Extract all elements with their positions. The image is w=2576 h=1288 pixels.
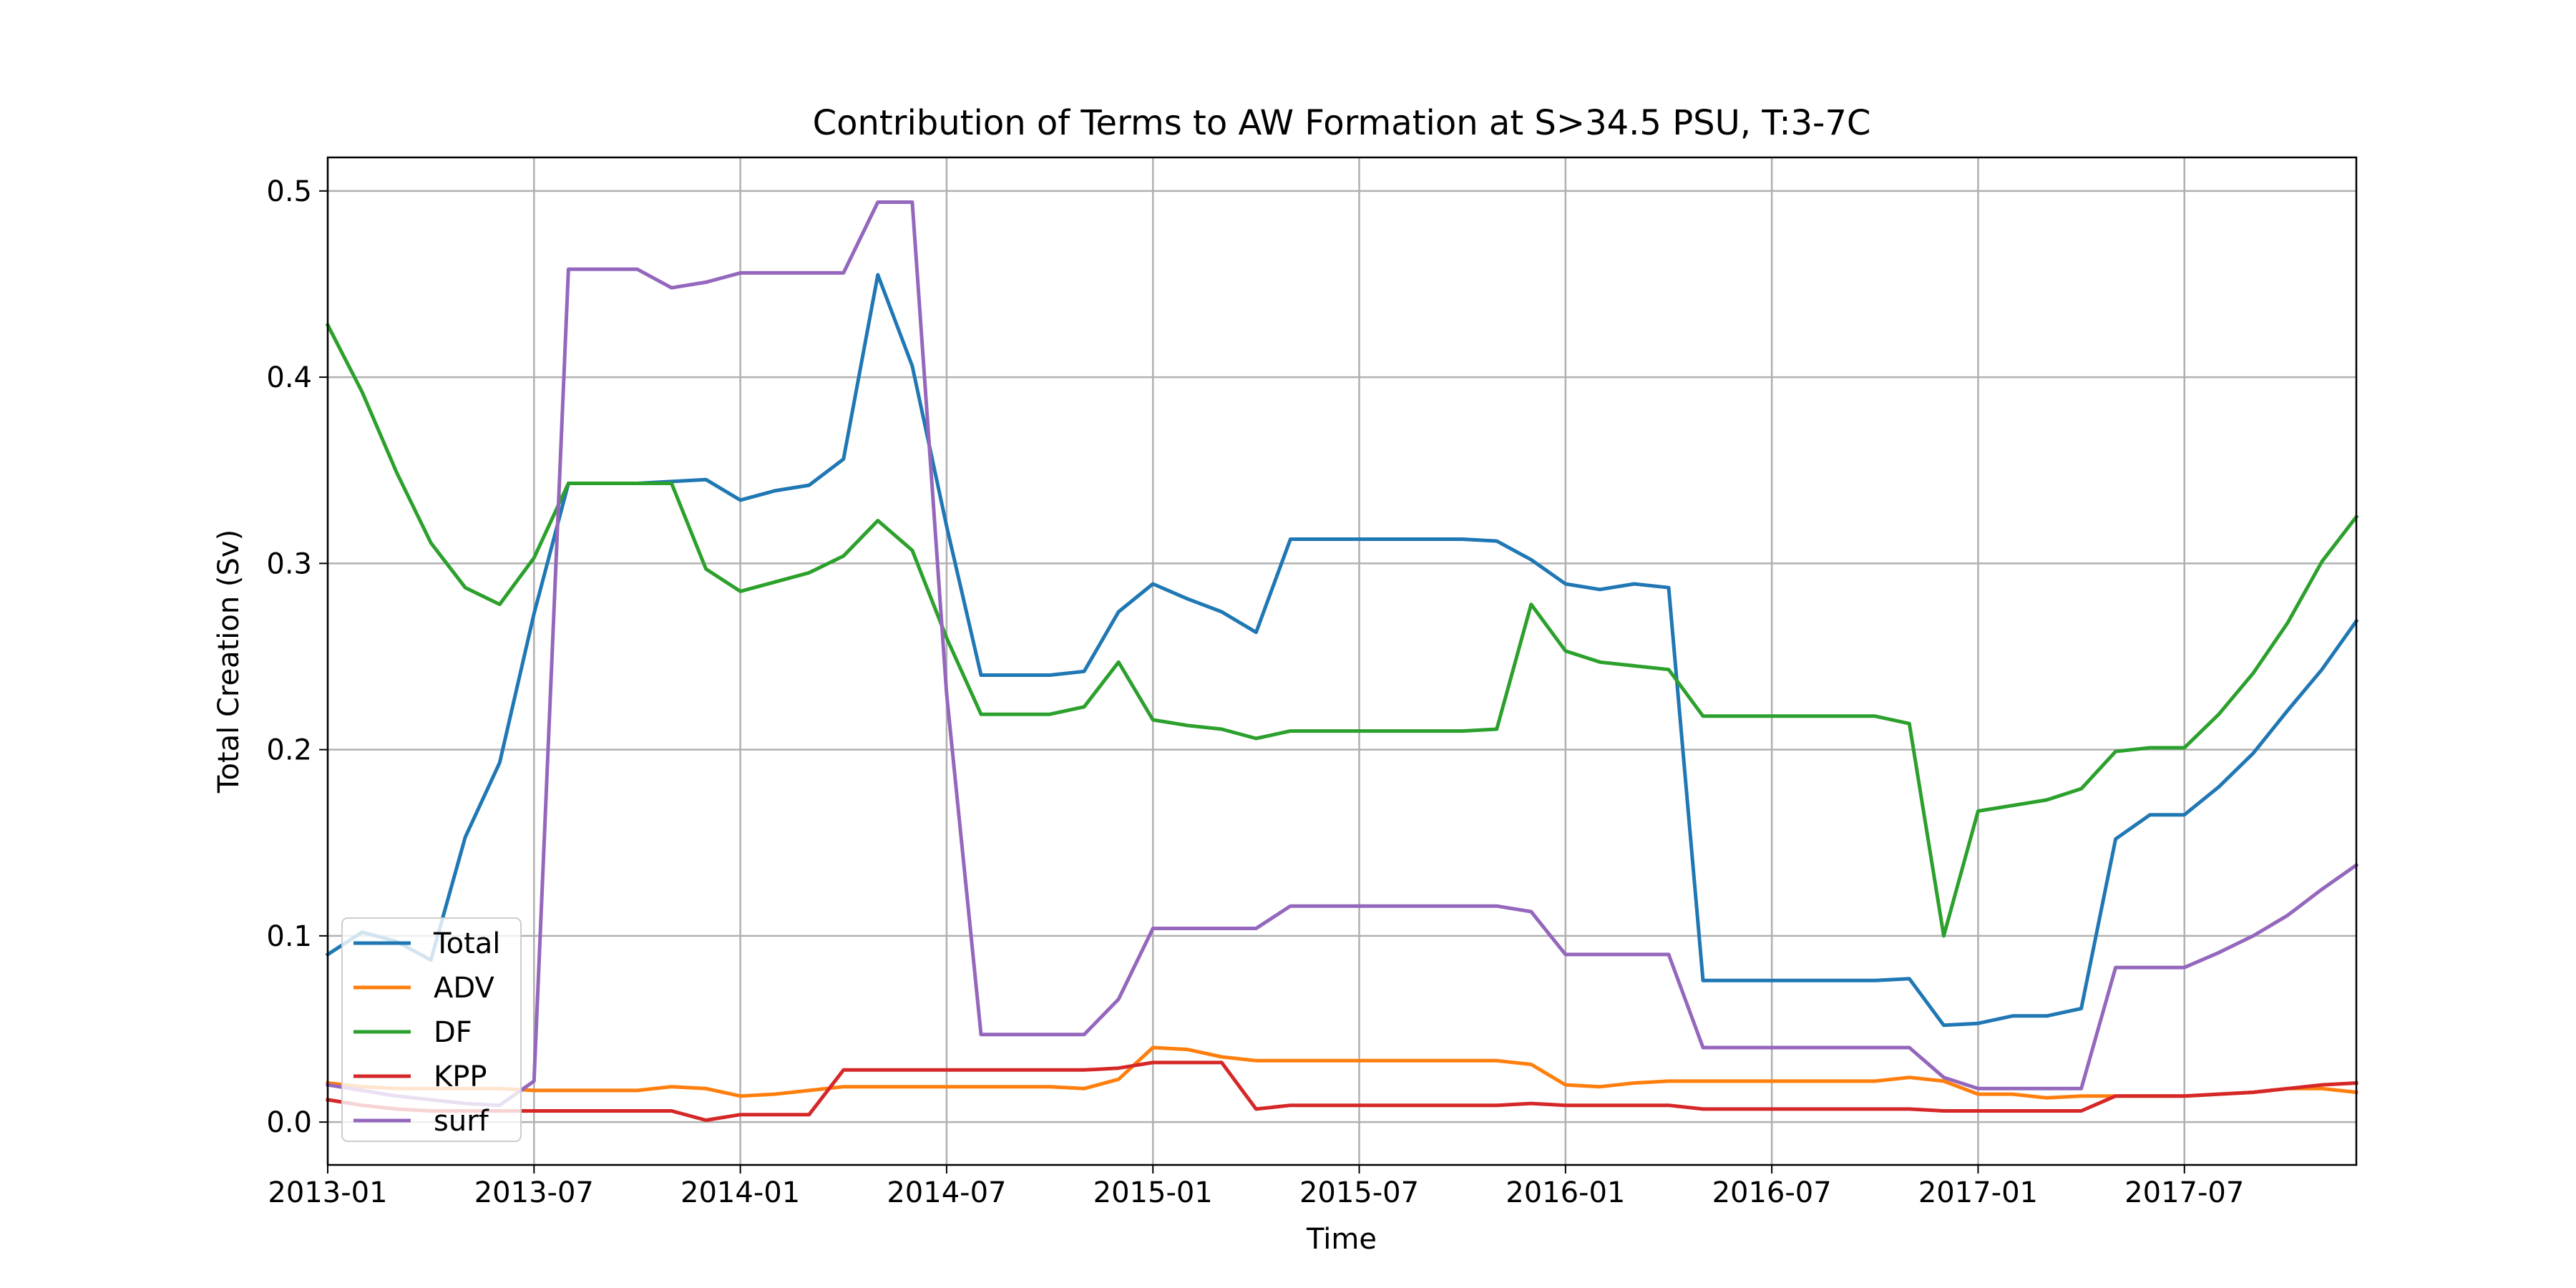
plot-frame <box>326 156 2358 1166</box>
x-tick-label: 2013-07 <box>474 1176 594 1209</box>
y-tick-label: 0.3 <box>266 547 312 580</box>
series-line-df <box>325 322 2359 938</box>
series-line-adv <box>326 1045 2358 1100</box>
x-tick-label: 2014-01 <box>680 1176 800 1209</box>
x-tick-label: 2015-07 <box>1299 1176 1419 1209</box>
legend: Total ADV DF KPP surf <box>341 917 522 1142</box>
legend-box <box>341 917 522 1142</box>
chart-title: Contribution of Terms to AW Formation at… <box>813 103 1871 143</box>
axis-ticks: 2013-01 2013-07 2014-01 2014-07 2015-01 2015-… <box>266 175 2244 1209</box>
x-tick-label: 2014-07 <box>887 1176 1006 1209</box>
legend-label-kpp: KPP <box>434 1060 487 1093</box>
y-tick-label: 0.2 <box>266 734 312 767</box>
legend-label-surf: surf <box>434 1105 489 1138</box>
series-lines <box>325 200 2359 1122</box>
x-tick-label: 2017-01 <box>1918 1176 2038 1209</box>
legend-label-df: DF <box>434 1016 472 1049</box>
legend-label-adv: ADV <box>434 972 494 1005</box>
y-tick-label: 0.5 <box>266 175 312 208</box>
y-tick-label: 0.1 <box>266 920 312 953</box>
series-line-kpp <box>326 1060 2358 1122</box>
y-tick-label: 0.4 <box>266 361 312 394</box>
x-tick-label: 2017-07 <box>2124 1176 2244 1209</box>
grid-lines <box>326 157 2356 1165</box>
x-tick-label: 2015-01 <box>1093 1176 1213 1209</box>
y-tick-label: 0.0 <box>266 1106 312 1139</box>
x-tick-label: 2013-01 <box>268 1176 387 1209</box>
x-tick-label: 2016-01 <box>1506 1176 1625 1209</box>
x-axis-label: Time <box>1306 1223 1377 1256</box>
legend-label-total: Total <box>433 927 500 960</box>
x-tick-label: 2016-07 <box>1712 1176 1832 1209</box>
y-axis-label: Total Creation (Sv) <box>213 530 245 794</box>
series-line-surf <box>326 200 2359 1108</box>
